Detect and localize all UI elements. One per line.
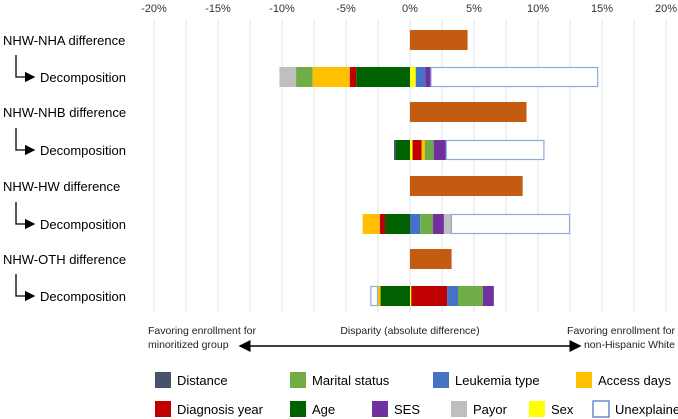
segment-diagnosis-year bbox=[379, 214, 386, 234]
segment-distance bbox=[394, 140, 396, 160]
legend-label: Age bbox=[312, 402, 335, 417]
x-tick-label: 15% bbox=[591, 3, 613, 15]
decomposition-arrow-icon bbox=[15, 202, 36, 230]
segment-diagnosis-year bbox=[349, 67, 357, 87]
segment-diagnosis-year bbox=[411, 286, 448, 306]
legend-swatch bbox=[592, 400, 610, 418]
legend-label: Payor bbox=[473, 402, 508, 417]
annotation-center: Disparity (absolute difference) bbox=[340, 325, 479, 337]
segment-age bbox=[395, 140, 410, 160]
legend-label: Marital status bbox=[312, 373, 390, 388]
row-label-difference: NHW-NHB difference bbox=[3, 105, 126, 120]
annotation-left-line2: minoritized group bbox=[148, 339, 229, 351]
row-label-difference: NHW-OTH difference bbox=[3, 252, 126, 267]
x-tick-label: -10% bbox=[269, 3, 295, 15]
segment-ses bbox=[425, 67, 431, 87]
segment-access-days bbox=[378, 286, 381, 306]
legend-swatch bbox=[290, 401, 306, 417]
segment-sex bbox=[410, 140, 413, 160]
difference-bar bbox=[410, 176, 523, 196]
x-tick-label: 10% bbox=[527, 3, 549, 15]
segment-marital-status bbox=[420, 214, 434, 234]
segment-sex bbox=[410, 286, 412, 306]
segment-ses bbox=[433, 214, 444, 234]
segment-age bbox=[356, 67, 410, 87]
legend-label: Diagnosis year bbox=[177, 402, 264, 417]
legend-label: SES bbox=[394, 402, 420, 417]
annotation-right-line1: Favoring enrollment for bbox=[567, 325, 675, 337]
segment-unexplained bbox=[445, 139, 545, 161]
segment-payor bbox=[443, 214, 451, 234]
segment-marital-status bbox=[424, 140, 434, 160]
segment-leukemia-type bbox=[410, 214, 421, 234]
legend-label: Unexplained bbox=[615, 402, 678, 417]
legend-label: Sex bbox=[551, 402, 574, 417]
legend-swatch bbox=[576, 372, 592, 388]
legend-swatch bbox=[155, 401, 171, 417]
segment-sex bbox=[410, 67, 416, 87]
legend-swatch bbox=[529, 401, 545, 417]
row-label-decomposition: Decomposition bbox=[40, 217, 126, 232]
segment-unexplained bbox=[430, 66, 599, 88]
row-label-decomposition: Decomposition bbox=[40, 143, 126, 158]
row-label-decomposition: Decomposition bbox=[40, 289, 126, 304]
row-label-difference: NHW-NHA difference bbox=[3, 33, 125, 48]
row-label-decomposition: Decomposition bbox=[40, 70, 126, 85]
annotation-left-line1: Favoring enrollment for bbox=[148, 325, 256, 337]
legend-label: Access days bbox=[598, 373, 671, 388]
segment-marital-status bbox=[296, 67, 313, 87]
segment-age bbox=[385, 214, 410, 234]
segment-unexplained bbox=[450, 213, 571, 235]
legend-label: Distance bbox=[177, 373, 228, 388]
row-label-difference: NHW-HW difference bbox=[3, 179, 120, 194]
segment-diagnosis-year bbox=[412, 140, 422, 160]
x-tick-label: -5% bbox=[336, 3, 356, 15]
segment-leukemia-type bbox=[447, 286, 458, 306]
legend-swatch bbox=[155, 372, 171, 388]
x-tick-label: 5% bbox=[466, 3, 482, 15]
segment-access-days bbox=[312, 67, 350, 87]
difference-bar bbox=[410, 102, 527, 122]
difference-bar bbox=[410, 249, 452, 269]
x-tick-label: -20% bbox=[141, 3, 167, 15]
legend-swatch bbox=[451, 401, 467, 417]
segment-leukemia-type bbox=[415, 67, 426, 87]
legend-label: Leukemia type bbox=[455, 373, 540, 388]
segment-age bbox=[380, 286, 410, 306]
difference-bar bbox=[410, 30, 468, 50]
segment-ses bbox=[482, 286, 494, 306]
segment-ses bbox=[433, 140, 446, 160]
legend-swatch bbox=[433, 372, 449, 388]
legend-swatch bbox=[372, 401, 388, 417]
decomposition-arrow-icon bbox=[15, 128, 36, 156]
decomposition-arrow-icon bbox=[15, 274, 36, 302]
segment-payor bbox=[279, 67, 297, 87]
x-tick-label: 20% bbox=[655, 3, 677, 15]
annotation-right-line2: non-Hispanic White bbox=[584, 339, 675, 351]
x-tick-label: 0% bbox=[402, 3, 418, 15]
legend-swatch bbox=[290, 372, 306, 388]
decomposition-arrow-icon bbox=[15, 55, 36, 83]
segment-access-days bbox=[362, 214, 380, 234]
segment-access-days bbox=[421, 140, 425, 160]
segment-unexplained bbox=[370, 285, 379, 307]
x-tick-label: -15% bbox=[205, 3, 231, 15]
segment-marital-status bbox=[458, 286, 483, 306]
